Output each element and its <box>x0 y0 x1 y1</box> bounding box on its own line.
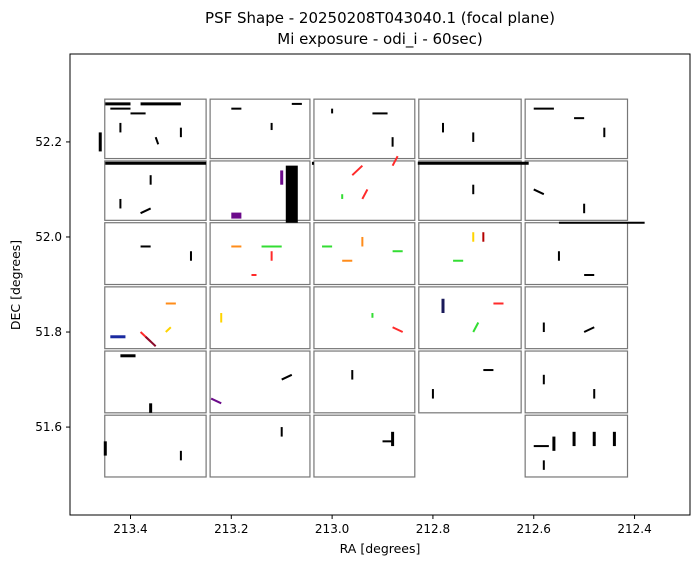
ota-chip-outline <box>104 286 207 350</box>
ota-chip-outline <box>209 286 311 350</box>
x-tick-label: 212.8 <box>416 522 450 536</box>
ota-chip-outline <box>418 222 522 286</box>
psf-vector <box>351 164 364 176</box>
ota-chip-outline <box>418 160 522 221</box>
ota-chip-outline <box>209 98 311 160</box>
ota-chip-outline <box>313 350 416 414</box>
psf-vector <box>140 207 152 215</box>
x-tick-label: 212.6 <box>517 522 551 536</box>
ota-chip-outline <box>524 286 629 350</box>
x-tick-label: 213.4 <box>113 522 147 536</box>
ota-chip-outline <box>418 350 522 414</box>
ota-chip-outline <box>313 98 416 160</box>
x-axis-label: RA [degrees] <box>340 541 421 556</box>
ota-chip-outline <box>104 350 207 414</box>
psf-vector <box>391 155 399 167</box>
ota-grid <box>104 98 629 478</box>
ota-chip-outline <box>209 414 311 478</box>
ota-chip-outline <box>104 222 207 286</box>
chart-title-line2: Mi exposure - odi_i - 60sec) <box>277 30 482 49</box>
psf-vector <box>533 188 545 196</box>
ota-chip-outline <box>209 222 311 286</box>
y-axis-label: DEC [degrees] <box>8 240 23 330</box>
ota-chip-outline <box>418 286 522 350</box>
ota-chip-outline <box>313 414 416 478</box>
chart-title-line1: PSF Shape - 20250208T043040.1 (focal pla… <box>205 9 555 27</box>
y-tick-label: 52.0 <box>35 230 62 244</box>
x-tick-label: 213.0 <box>315 522 349 536</box>
psf-vector <box>583 326 595 333</box>
ota-chip-outline <box>313 160 416 221</box>
ota-chip-outline <box>524 350 629 414</box>
y-axis: 52.2 52.0 51.8 51.6 <box>35 135 70 434</box>
ota-chip-outline <box>104 98 207 160</box>
ota-chip-outline <box>524 98 629 160</box>
ota-chip-outline <box>209 160 311 221</box>
x-tick-label: 212.4 <box>617 522 651 536</box>
psf-vector <box>472 322 480 333</box>
plot-frame <box>69 53 691 516</box>
y-tick-label: 51.6 <box>35 420 62 434</box>
ota-chip-outline <box>104 160 207 221</box>
x-tick-label: 213.2 <box>214 522 248 536</box>
ota-chip-outline <box>524 160 629 221</box>
psf-vector <box>154 136 160 145</box>
psf-vector <box>210 397 222 405</box>
psf-vector <box>361 188 369 200</box>
psf-vector <box>144 336 157 348</box>
y-tick-label: 51.8 <box>35 325 62 339</box>
y-tick-label: 52.2 <box>35 135 62 149</box>
psf-vectors <box>98 102 645 470</box>
psf-vector <box>165 326 172 333</box>
psf-vector <box>392 326 404 333</box>
ota-chip-outline <box>524 414 629 478</box>
ota-chip-outline <box>313 222 416 286</box>
psf-vector <box>281 373 293 381</box>
ota-chip-outline <box>313 286 416 350</box>
ota-chip-outline <box>209 350 311 414</box>
ota-chip-outline <box>418 98 522 160</box>
x-axis: 213.4 213.2 213.0 212.8 212.6 212.4 <box>113 515 652 536</box>
